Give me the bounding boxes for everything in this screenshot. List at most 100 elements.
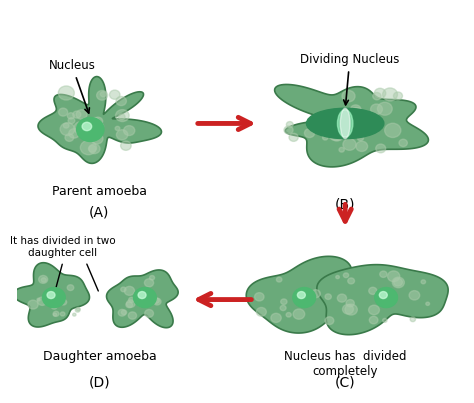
Circle shape	[374, 88, 386, 98]
Circle shape	[39, 275, 48, 283]
Circle shape	[80, 141, 97, 155]
Circle shape	[311, 290, 320, 298]
Text: Dividing Nucleus: Dividing Nucleus	[300, 54, 400, 105]
Circle shape	[64, 123, 69, 128]
Text: Nucleus has  divided
completely: Nucleus has divided completely	[284, 349, 406, 378]
Circle shape	[138, 291, 146, 299]
Circle shape	[380, 271, 387, 277]
Ellipse shape	[307, 108, 384, 139]
Text: (D): (D)	[89, 376, 110, 390]
Text: Parent amoeba: Parent amoeba	[52, 185, 147, 199]
Circle shape	[47, 291, 55, 299]
Circle shape	[69, 129, 80, 138]
Circle shape	[154, 298, 159, 303]
Circle shape	[284, 126, 293, 134]
Polygon shape	[246, 256, 361, 333]
Circle shape	[255, 293, 264, 301]
Circle shape	[118, 114, 125, 120]
Circle shape	[399, 139, 407, 147]
Circle shape	[330, 129, 344, 141]
Circle shape	[117, 130, 128, 140]
Circle shape	[379, 291, 387, 299]
Circle shape	[343, 139, 356, 150]
Circle shape	[328, 127, 344, 141]
Circle shape	[60, 123, 75, 135]
Circle shape	[343, 304, 354, 314]
Circle shape	[369, 316, 378, 324]
Circle shape	[58, 86, 74, 100]
Circle shape	[124, 126, 135, 135]
Circle shape	[53, 311, 59, 316]
Circle shape	[145, 310, 154, 317]
Polygon shape	[38, 77, 162, 163]
Circle shape	[426, 302, 429, 305]
Circle shape	[304, 129, 315, 137]
Circle shape	[59, 108, 68, 116]
Text: (A): (A)	[89, 206, 109, 220]
Circle shape	[41, 278, 46, 282]
Circle shape	[276, 277, 282, 282]
Circle shape	[60, 299, 67, 305]
Circle shape	[93, 117, 103, 125]
Circle shape	[120, 141, 131, 150]
Circle shape	[350, 105, 361, 114]
Circle shape	[149, 276, 155, 280]
Circle shape	[65, 134, 73, 141]
Circle shape	[331, 123, 342, 132]
Circle shape	[342, 90, 355, 102]
Ellipse shape	[337, 110, 353, 137]
Circle shape	[68, 118, 75, 124]
Circle shape	[289, 133, 298, 141]
Circle shape	[109, 90, 120, 99]
Circle shape	[73, 111, 81, 118]
Circle shape	[356, 141, 368, 152]
Ellipse shape	[340, 108, 350, 139]
Text: Nucleus: Nucleus	[49, 59, 96, 113]
Circle shape	[43, 288, 65, 307]
Circle shape	[135, 297, 140, 301]
Circle shape	[369, 287, 377, 295]
Circle shape	[293, 288, 316, 307]
Circle shape	[67, 285, 74, 291]
Circle shape	[75, 308, 80, 312]
Circle shape	[336, 276, 339, 279]
Circle shape	[410, 317, 416, 322]
Polygon shape	[274, 85, 428, 167]
Circle shape	[346, 299, 354, 307]
Circle shape	[116, 96, 127, 106]
Circle shape	[95, 123, 103, 130]
Circle shape	[87, 119, 100, 131]
Text: (C): (C)	[335, 376, 356, 390]
Circle shape	[345, 304, 357, 315]
Circle shape	[376, 144, 386, 153]
Circle shape	[100, 91, 106, 97]
Circle shape	[28, 300, 38, 309]
Circle shape	[339, 147, 344, 152]
Circle shape	[37, 298, 40, 301]
Circle shape	[127, 300, 135, 307]
Circle shape	[60, 312, 65, 316]
Text: Daughter amoeba: Daughter amoeba	[43, 349, 156, 363]
Circle shape	[409, 291, 420, 300]
Circle shape	[337, 113, 348, 123]
Text: (B): (B)	[335, 197, 356, 212]
Circle shape	[383, 318, 387, 322]
Circle shape	[76, 110, 87, 119]
Circle shape	[334, 123, 341, 129]
Circle shape	[124, 287, 135, 295]
Circle shape	[115, 127, 120, 131]
Circle shape	[357, 135, 364, 141]
Circle shape	[89, 144, 100, 154]
Circle shape	[343, 273, 349, 278]
Circle shape	[351, 108, 362, 117]
Circle shape	[121, 287, 126, 292]
Circle shape	[373, 93, 381, 100]
Circle shape	[89, 145, 96, 152]
Circle shape	[77, 117, 104, 141]
Circle shape	[392, 277, 404, 288]
Circle shape	[118, 310, 126, 316]
Polygon shape	[317, 265, 448, 334]
Circle shape	[52, 304, 57, 309]
Circle shape	[421, 280, 426, 284]
Circle shape	[393, 92, 402, 100]
